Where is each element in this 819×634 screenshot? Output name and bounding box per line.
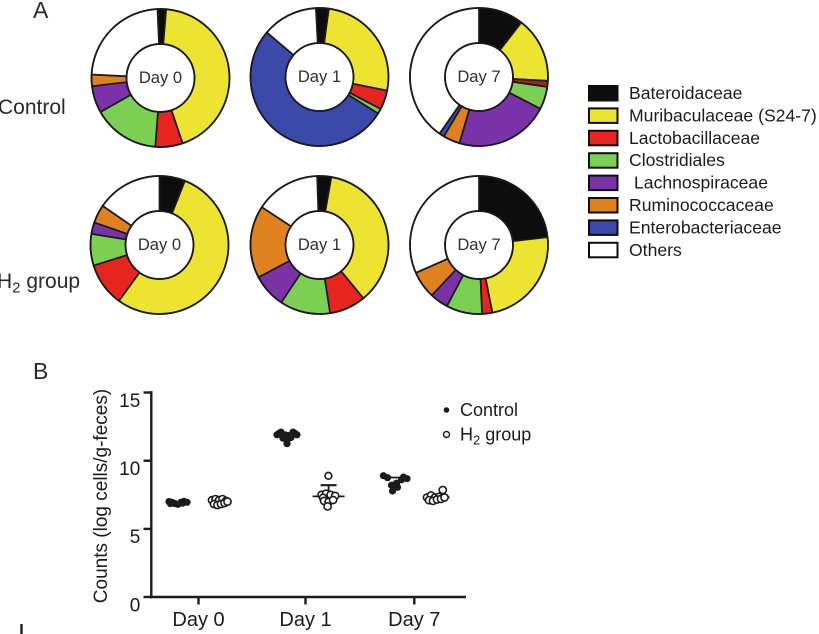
svg-text:Ruminococcaceae: Ruminococcaceae <box>629 195 774 215</box>
svg-text:Day 0: Day 0 <box>138 235 181 254</box>
svg-text:10: 10 <box>119 459 140 480</box>
svg-text:Enterobacteriaceae: Enterobacteriaceae <box>629 217 782 237</box>
svg-text:Day 0: Day 0 <box>172 609 224 631</box>
svg-text:Day 7: Day 7 <box>457 235 500 254</box>
svg-text:0: 0 <box>130 595 141 616</box>
svg-text:B: B <box>33 358 48 384</box>
svg-text:5: 5 <box>130 527 141 548</box>
svg-text:Others: Others <box>629 240 682 260</box>
svg-text:Day 0: Day 0 <box>139 68 182 87</box>
svg-text:Bateroidaceae: Bateroidaceae <box>629 83 742 103</box>
svg-text:Clostridiales: Clostridiales <box>629 150 725 170</box>
svg-text:H2 group: H2 group <box>0 270 80 297</box>
svg-text:Lactobacillaceae: Lactobacillaceae <box>629 128 760 148</box>
svg-text:Control: Control <box>460 400 518 420</box>
svg-text:15: 15 <box>119 391 140 412</box>
svg-text:Counts (log cells/g-feces): Counts (log cells/g-feces) <box>91 389 112 603</box>
svg-text:Day 1: Day 1 <box>298 67 341 86</box>
svg-text:Day 1: Day 1 <box>298 235 341 254</box>
svg-text:Day 7: Day 7 <box>388 609 440 631</box>
svg-text:Control: Control <box>0 96 66 119</box>
svg-text:Day 1: Day 1 <box>279 609 331 631</box>
svg-text:Day 7: Day 7 <box>457 67 500 86</box>
svg-text:Muribaculaceae (S24-7): Muribaculaceae (S24-7) <box>629 105 817 125</box>
svg-text:Lachnospiraceae: Lachnospiraceae <box>634 173 768 193</box>
svg-text:H2 group: H2 group <box>460 425 531 448</box>
svg-text:A: A <box>33 0 49 23</box>
